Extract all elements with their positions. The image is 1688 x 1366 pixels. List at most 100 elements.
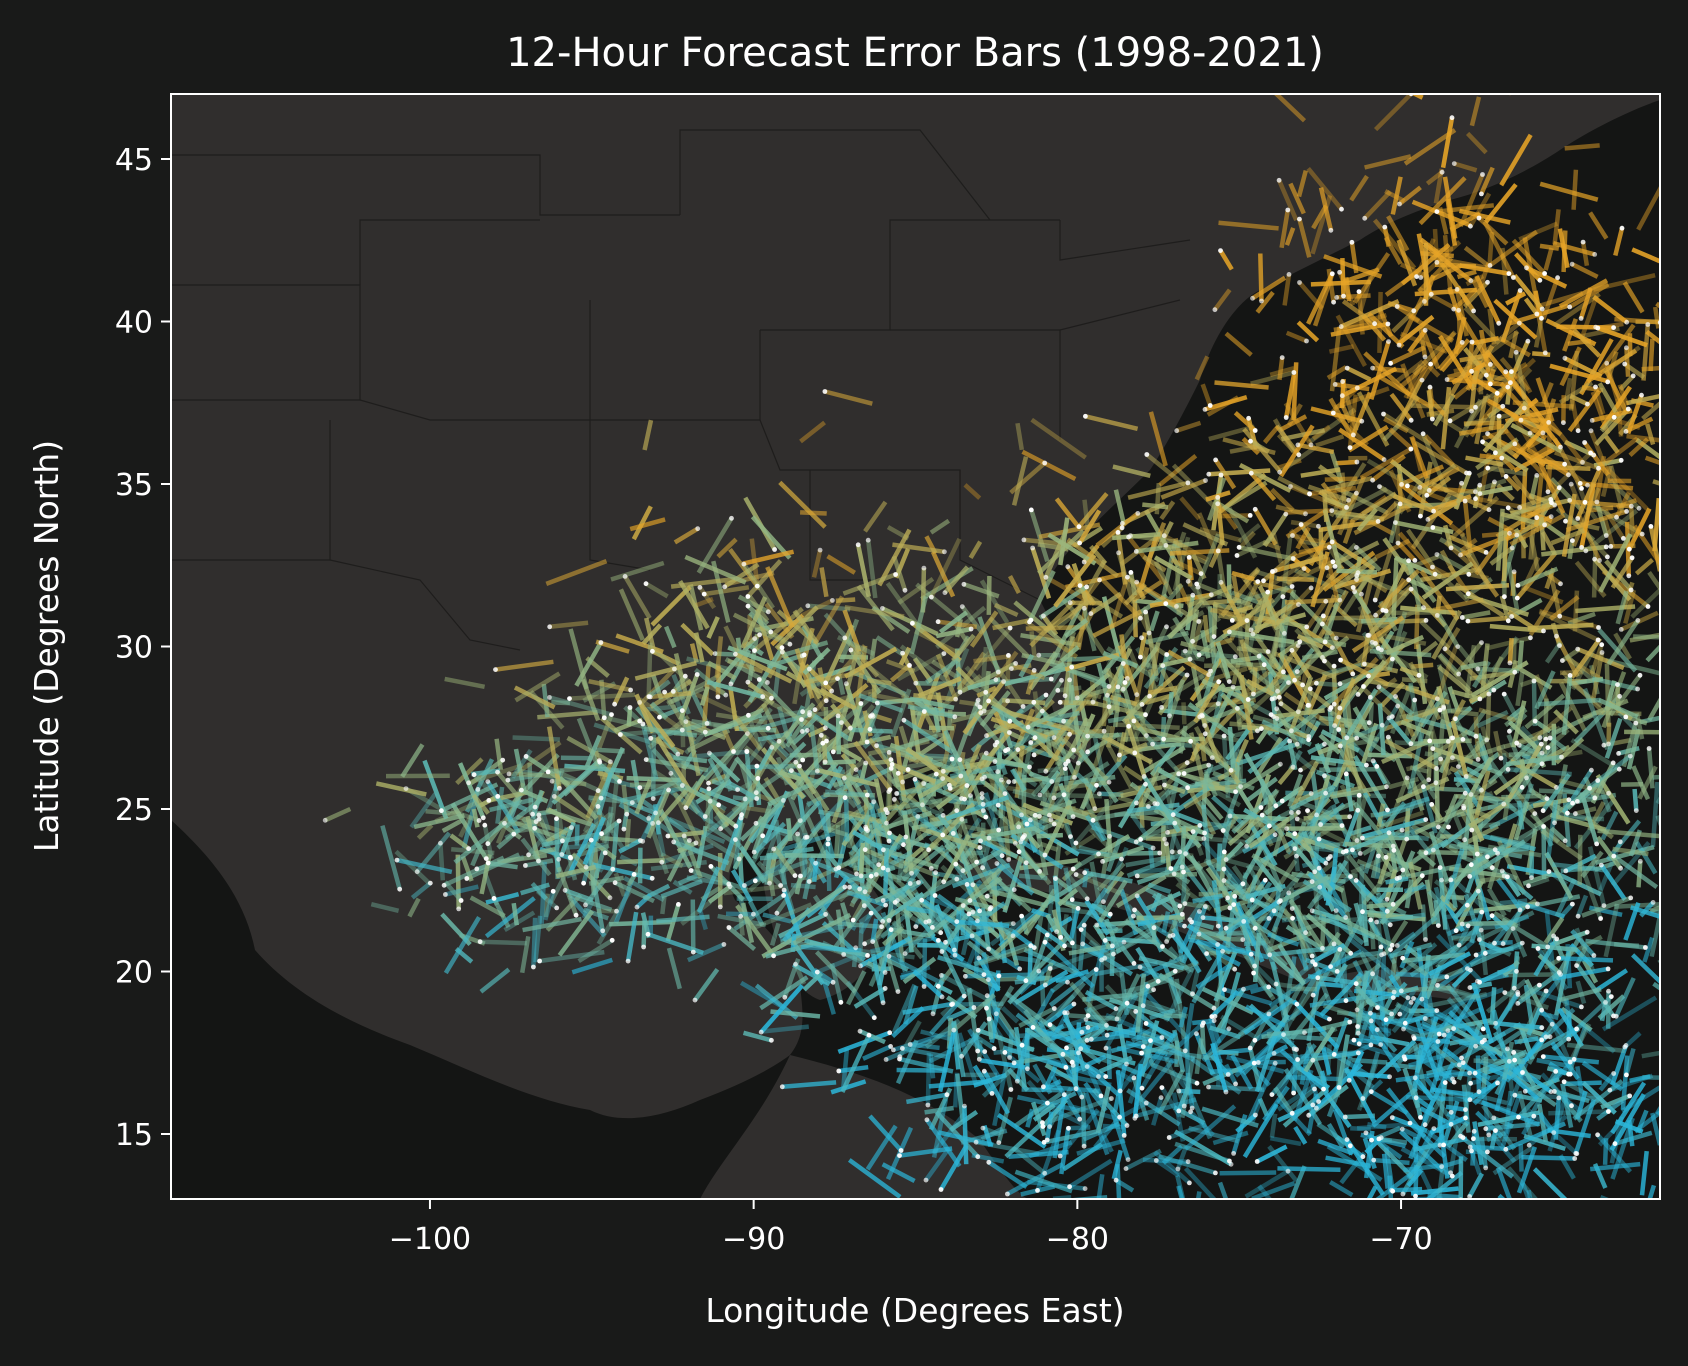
- forecast-point: [866, 538, 871, 543]
- forecast-point: [863, 889, 868, 894]
- forecast-point: [942, 651, 947, 656]
- forecast-point: [1164, 652, 1169, 657]
- forecast-point: [954, 808, 959, 813]
- forecast-point: [657, 715, 662, 720]
- forecast-point: [921, 781, 926, 786]
- forecast-point: [1071, 867, 1076, 872]
- forecast-point: [1005, 699, 1010, 704]
- error-bar-segment: [897, 1070, 946, 1071]
- error-bar-segment: [1437, 769, 1438, 822]
- forecast-point: [1182, 924, 1187, 929]
- forecast-point: [1094, 783, 1099, 788]
- forecast-point: [1075, 696, 1080, 701]
- forecast-point: [735, 787, 740, 792]
- forecast-point: [743, 797, 748, 802]
- forecast-point: [854, 872, 859, 877]
- forecast-point: [1304, 625, 1309, 630]
- forecast-point: [977, 909, 982, 914]
- forecast-point: [708, 799, 713, 804]
- forecast-point: [1316, 524, 1321, 529]
- forecast-point: [1091, 700, 1096, 705]
- forecast-point: [722, 942, 727, 947]
- forecast-point: [981, 808, 986, 813]
- error-bar-segment: [1580, 835, 1581, 885]
- forecast-point: [859, 874, 864, 879]
- forecast-point: [596, 804, 601, 809]
- forecast-point: [1512, 569, 1517, 574]
- forecast-point: [1032, 753, 1037, 758]
- forecast-point: [1509, 614, 1514, 619]
- forecast-point: [777, 739, 782, 744]
- forecast-point: [1323, 640, 1328, 645]
- forecast-point: [984, 751, 989, 756]
- forecast-point: [875, 701, 880, 706]
- forecast-point: [789, 768, 794, 773]
- error-bar-segment: [836, 600, 855, 601]
- forecast-point: [1092, 806, 1097, 811]
- error-bar-segment: [1183, 874, 1185, 903]
- forecast-point: [1049, 818, 1054, 823]
- error-bar-segment: [1559, 958, 1613, 960]
- forecast-point: [1059, 678, 1064, 683]
- forecast-point: [599, 796, 604, 801]
- error-bar-segment: [1468, 618, 1507, 621]
- error-bar-segment: [1050, 885, 1052, 941]
- forecast-point: [713, 651, 718, 656]
- forecast-point: [849, 648, 854, 653]
- forecast-point: [1320, 622, 1325, 627]
- forecast-point: [650, 649, 655, 654]
- error-bar-segment: [1440, 1119, 1443, 1145]
- error-bar-segment: [966, 782, 985, 783]
- forecast-point: [769, 745, 774, 750]
- forecast-point: [968, 898, 973, 903]
- forecast-point: [1290, 648, 1295, 653]
- forecast-point: [680, 783, 685, 788]
- forecast-point: [1262, 662, 1267, 667]
- forecast-point: [1216, 679, 1221, 684]
- forecast-point: [1011, 921, 1016, 926]
- forecast-point: [729, 682, 734, 687]
- forecast-point: [1219, 473, 1224, 478]
- forecast-point: [628, 705, 633, 710]
- forecast-point: [872, 1015, 877, 1020]
- error-bar-segment: [1342, 258, 1343, 296]
- forecast-point: [1067, 732, 1072, 737]
- forecast-point: [819, 733, 824, 738]
- error-bar-segment: [1164, 1016, 1182, 1017]
- forecast-point: [880, 919, 885, 924]
- forecast-point: [960, 817, 965, 822]
- error-bar-segment: [1565, 145, 1600, 148]
- forecast-point: [610, 867, 615, 872]
- forecast-point: [896, 771, 901, 776]
- forecast-point: [941, 769, 946, 774]
- forecast-point: [1281, 670, 1286, 675]
- forecast-point: [885, 810, 890, 815]
- forecast-point: [751, 912, 756, 917]
- forecast-point: [842, 885, 847, 890]
- forecast-point: [900, 651, 905, 656]
- forecast-point: [1027, 765, 1032, 770]
- forecast-point: [1182, 771, 1187, 776]
- forecast-point: [1246, 697, 1251, 702]
- forecast-point: [766, 726, 771, 731]
- forecast-point: [936, 984, 941, 989]
- forecast-point: [1172, 821, 1177, 826]
- forecast-point: [975, 1049, 980, 1054]
- error-bar-segment: [1462, 923, 1514, 924]
- forecast-point: [753, 878, 758, 883]
- forecast-point: [1329, 508, 1334, 513]
- error-bar-segment: [1659, 948, 1682, 963]
- error-bar-segment: [1411, 406, 1476, 408]
- error-bar-segment: [1311, 282, 1371, 285]
- forecast-point: [1421, 605, 1426, 610]
- forecast-point: [824, 698, 829, 703]
- forecast-point: [404, 786, 409, 791]
- forecast-point: [769, 1038, 774, 1043]
- error-bar-segment: [1540, 246, 1559, 249]
- forecast-point: [1132, 751, 1137, 756]
- forecast-point: [718, 826, 723, 831]
- forecast-point: [778, 883, 783, 888]
- forecast-point: [1037, 814, 1042, 819]
- forecast-point: [415, 869, 420, 874]
